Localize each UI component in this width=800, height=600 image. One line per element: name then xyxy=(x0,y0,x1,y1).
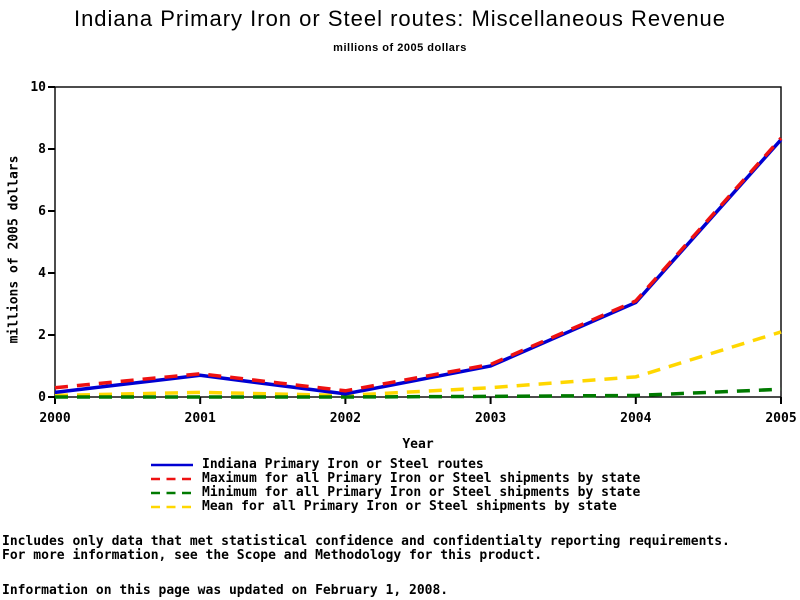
chart-legend: Indiana Primary Iron or Steel routes Maxi… xyxy=(151,458,640,514)
y-tick-label: 0 xyxy=(38,390,46,405)
x-tick-label: 2000 xyxy=(39,411,71,426)
footnote-line-1: Includes only data that met statistical … xyxy=(2,534,730,549)
x-axis-title: Year xyxy=(402,437,434,452)
y-tick-label: 10 xyxy=(30,80,46,95)
mean-legend-swatch xyxy=(151,505,193,509)
x-tick-label: 2002 xyxy=(329,411,362,426)
minimum-series-line xyxy=(55,387,782,399)
legend-label: Mean for all Primary Iron or Steel shipm… xyxy=(202,499,617,514)
legend-item-maximum: Maximum for all Primary Iron or Steel sh… xyxy=(151,472,640,486)
footnote-line-2: For more information, see the Scope and … xyxy=(2,548,543,563)
maximum-series-line xyxy=(54,136,783,393)
y-tick-label: 6 xyxy=(38,204,46,219)
x-tick-label: 2005 xyxy=(765,411,797,426)
legend-item-mean: Mean for all Primary Iron or Steel shipm… xyxy=(151,500,640,514)
y-tick-label: 4 xyxy=(38,266,46,281)
legend-label: Indiana Primary Iron or Steel routes xyxy=(202,457,484,472)
indiana-legend-swatch xyxy=(151,463,193,467)
maximum-legend-swatch xyxy=(151,477,193,481)
x-tick-label: 2001 xyxy=(184,411,216,426)
x-tick-label: 2003 xyxy=(474,411,507,426)
y-tick-label: 2 xyxy=(38,328,46,343)
updated-note: Information on this page was updated on … xyxy=(2,583,449,598)
indiana-series-line xyxy=(54,138,783,396)
legend-item-indiana: Indiana Primary Iron or Steel routes xyxy=(151,458,640,472)
legend-label: Maximum for all Primary Iron or Steel sh… xyxy=(202,471,641,486)
footnote-block: Includes only data that met statistical … xyxy=(2,535,798,563)
legend-label: Minimum for all Primary Iron or Steel sh… xyxy=(202,485,641,500)
plot-frame xyxy=(54,86,782,398)
chart-subtitle: millions of 2005 dollars xyxy=(333,42,467,54)
minimum-legend-swatch xyxy=(151,491,193,495)
x-tick-label: 2004 xyxy=(620,411,652,426)
chart-title: Indiana Primary Iron or Steel routes: Mi… xyxy=(73,6,727,31)
legend-item-minimum: Minimum for all Primary Iron or Steel sh… xyxy=(151,486,640,500)
y-axis-title: millions of 2005 dollars xyxy=(6,155,22,344)
y-tick-label: 8 xyxy=(38,142,46,157)
mean-series-line xyxy=(54,330,782,398)
